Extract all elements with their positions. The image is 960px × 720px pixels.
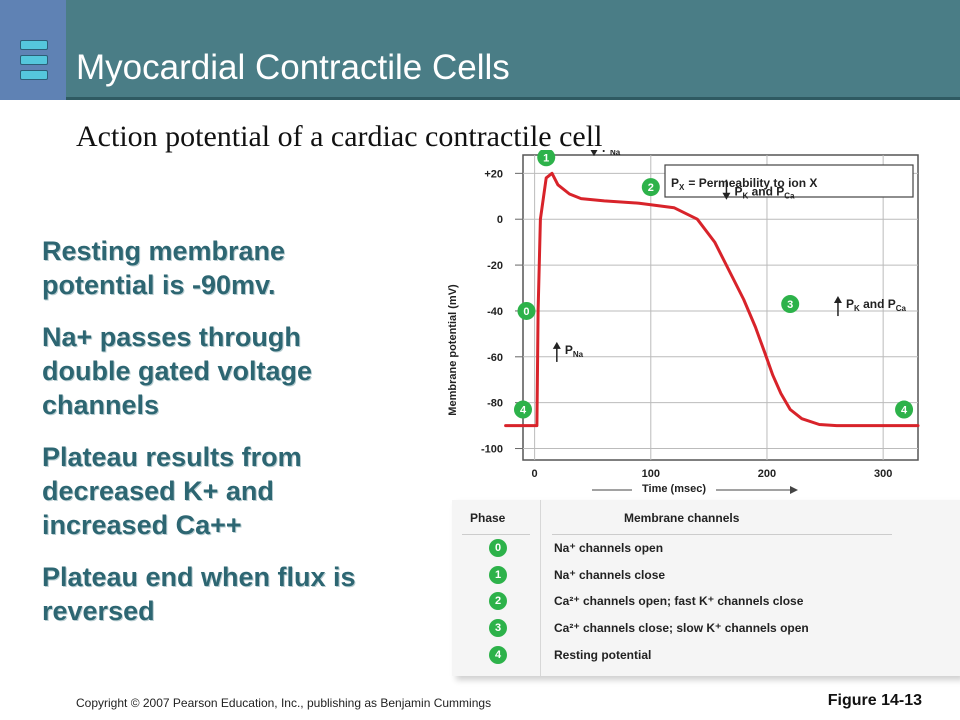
bullet-list: Resting membrane potential is -90mv. Na+…	[42, 234, 372, 646]
bullet-text: Plateau results from decreased K+ and in…	[42, 442, 302, 540]
phase-marker-label: 2	[648, 182, 654, 194]
phase-marker-circle	[781, 295, 800, 314]
phase-marker-circle	[517, 301, 536, 320]
logo-icon	[0, 0, 66, 100]
annotation-label: PK and PCa	[846, 297, 907, 313]
bullet-item: Plateau results from decreased K+ and in…	[42, 440, 372, 542]
phase-marker: 1	[537, 150, 556, 167]
channel-description: Ca²⁺ channels open; fast K⁺ channels clo…	[554, 594, 804, 608]
arrow-head	[833, 296, 842, 304]
y-tick-label: -100	[481, 444, 503, 456]
phase-badge: 3	[489, 619, 507, 637]
table-row: 2 Ca²⁺ channels open; fast K⁺ channels c…	[452, 590, 960, 612]
phase-marker-label: 0	[523, 306, 529, 318]
copyright-text: Copyright © 2007 Pearson Education, Inc.…	[76, 696, 492, 710]
legend-prefix: P	[671, 176, 679, 190]
phase-marker-label: 4	[520, 405, 527, 417]
bullet-item: Resting membrane potential is -90mv.	[42, 234, 372, 302]
arrow-head	[590, 150, 598, 157]
phase-marker-circle	[514, 400, 532, 419]
phase-badge: 0	[489, 539, 507, 557]
y-tick-label: -60	[487, 352, 503, 364]
phase-badge: 1	[489, 566, 507, 584]
table-row: 0 Na⁺ channels open	[452, 537, 960, 559]
x-tick-label: 300	[874, 468, 892, 480]
annotation-label: PNa	[565, 343, 584, 359]
phase-marker-circle	[537, 150, 556, 167]
y-tick-label: +20	[484, 168, 503, 180]
channel-description: Na⁺ channels close	[554, 568, 666, 582]
arrow-head	[722, 192, 731, 200]
column-divider	[540, 500, 541, 676]
legend-text: = Permeability to ion X	[688, 176, 817, 190]
logo-stripe	[20, 70, 48, 80]
x-tick-label: 0	[532, 468, 538, 480]
phase-marker-circle	[641, 178, 660, 197]
figure-label: Figure 14-13	[827, 692, 922, 709]
action-potential-line	[504, 171, 920, 428]
phase-markers: 0 1 2 3 4 4	[514, 150, 914, 419]
phase-marker: 4	[514, 400, 532, 419]
channel-description: Ca²⁺ channels close; slow K⁺ channels op…	[554, 621, 809, 635]
phase-marker: 3	[781, 295, 800, 314]
header-rule	[552, 534, 892, 535]
channel-description: Resting potential	[554, 648, 652, 662]
y-tick-label: -80	[487, 398, 503, 410]
page-title: Myocardial Contractile Cells	[76, 48, 510, 87]
annotation-label: PK and PCa	[734, 185, 795, 201]
header-bar	[0, 0, 960, 100]
arrow-head	[552, 341, 561, 349]
plot-frame	[522, 154, 919, 461]
table-header-channels: Membrane channels	[624, 511, 740, 525]
phase-marker-label: 3	[787, 299, 793, 311]
phase-marker: 0	[517, 301, 536, 320]
legend-box: PX = Permeability to ion X	[664, 164, 914, 198]
channel-description: Na⁺ channels open	[554, 541, 664, 555]
time-arrow	[592, 486, 798, 494]
pk_pca_down-annotation: PK and PCa	[722, 179, 795, 201]
bullet-text: Na+ passes through double gated voltage …	[42, 322, 313, 420]
y-tick-label: -20	[487, 260, 503, 272]
phase-marker-label: 1	[543, 152, 549, 164]
phase-table: Phase Membrane channels 0 Na⁺ channels o…	[452, 500, 960, 676]
pna_up-annotation: PNa	[552, 341, 584, 362]
phase-marker-label: 4	[901, 405, 908, 417]
bullet-item: Plateau end when flux is reversed	[42, 560, 372, 628]
slide-subtitle: Action potential of a cardiac contractil…	[76, 120, 603, 153]
x-axis-label: Time (msec)	[642, 483, 706, 495]
bullet-text: Plateau end when flux is reversed	[42, 562, 356, 626]
pna_down-annotation: PNa	[590, 150, 621, 157]
annotation-label: PNa	[602, 150, 621, 157]
y-tick-label: -40	[487, 306, 503, 318]
table-row: 1 Na⁺ channels close	[452, 564, 960, 586]
pk_pca_up-annotation: PK and PCa	[833, 296, 907, 317]
logo-stripe	[20, 55, 48, 65]
table-header-phase: Phase	[470, 511, 506, 525]
phase-marker: 2	[641, 178, 660, 197]
y-axis-label: Membrane potential (mV)	[447, 284, 459, 416]
phase-badge: 2	[489, 592, 507, 610]
legend-subscript: X	[679, 183, 685, 192]
permeability-annotations: PNa PK and PCa PNa PK and PCa	[552, 150, 907, 362]
svg-text:PX= Permeability to ion X: PX = Permeability to ion X	[671, 176, 817, 192]
table-row: 3 Ca²⁺ channels close; slow K⁺ channels …	[452, 617, 960, 639]
y-axis-ticks: +20 0 -20 -40 -60 -80 -100	[481, 168, 523, 456]
header-rule	[462, 534, 530, 535]
x-axis-ticks: 0 100 200 300	[532, 468, 893, 480]
x-tick-label: 100	[642, 468, 660, 480]
logo-stripe	[20, 40, 48, 50]
bullet-text: Resting membrane potential is -90mv.	[42, 236, 286, 300]
bullet-item: Na+ passes through double gated voltage …	[42, 320, 372, 422]
y-tick-label: 0	[497, 214, 503, 226]
x-tick-label: 200	[758, 468, 776, 480]
phase-badge: 4	[489, 646, 507, 664]
table-row: 4 Resting potential	[452, 644, 960, 666]
phase-marker: 4	[895, 400, 914, 419]
action-potential-chart: +20 0 -20 -40 -60 -80 -100 0 100 200 300 Membrane…	[447, 150, 920, 495]
phase-marker-circle	[895, 400, 914, 419]
